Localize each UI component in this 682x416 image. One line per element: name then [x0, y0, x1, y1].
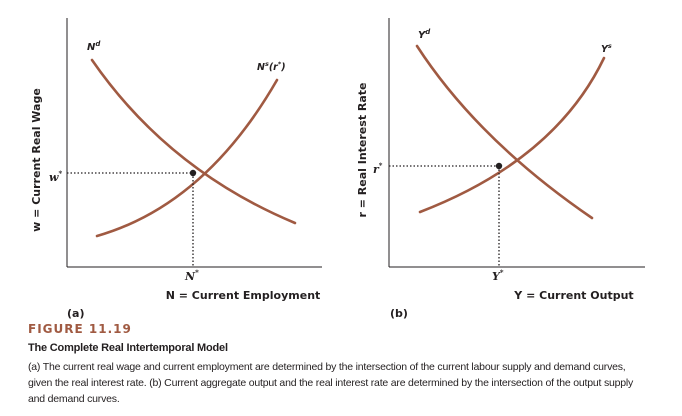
panel-a-demand-label-sup: d: [95, 40, 101, 48]
figure-title: The Complete Real Intertemporal Model: [28, 342, 228, 354]
panel-a-demand-label: Nd: [87, 40, 101, 53]
panel-a-labour-market: w = Current Real Wage Nd Ns(r*) w* N* N …: [30, 18, 645, 302]
panel-b-output-supply-curve: [418, 56, 606, 214]
panel-b-x-axis-label: Y = Current Output: [513, 289, 633, 302]
panel-b-demand-label: Yd: [418, 28, 431, 41]
panel-a-equilibrium-point: [189, 169, 197, 177]
panel-a-equilibrium-employment-tick: N*: [184, 268, 199, 283]
panel-b-y-axis-label: r = Real Interest Rate: [356, 82, 369, 217]
panel-b-equilibrium-output-tick: Y*: [492, 268, 504, 283]
figure-number: FIGURE 11.19: [28, 322, 132, 336]
panel-a-y-axis-label: w = Current Real Wage: [30, 88, 43, 232]
panel-b-output-demand-curve: [415, 44, 594, 220]
panel-a-demand-label-base: N: [87, 42, 96, 53]
panel-a-labour-supply-curve: [95, 78, 279, 238]
panel-b-label: (b): [390, 307, 408, 320]
panel-b-equilibrium-point: [495, 162, 503, 170]
panel-a-label: (a): [67, 307, 85, 320]
panel-b-equilibrium-rate-tick: r*: [373, 161, 383, 176]
panel-a-equilibrium-wage-tick: w*: [49, 169, 62, 184]
panel-b-supply-label: Ys: [601, 42, 612, 55]
panel-a-x-axis-label: N = Current Employment: [166, 289, 321, 302]
figure-caption: (a) The current real wage and current em…: [28, 361, 634, 405]
panel-a-supply-label: Ns(r*): [257, 60, 286, 73]
panel-a-labour-demand-curve: [90, 58, 297, 225]
